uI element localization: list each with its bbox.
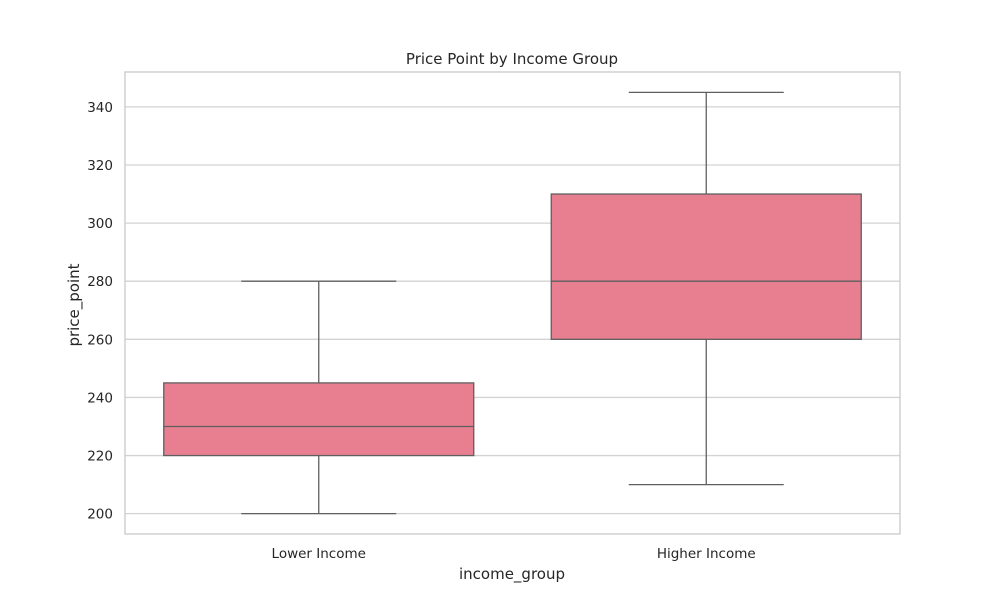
x-tick-label: Higher Income [657,546,756,562]
box-2 [550,91,862,486]
y-tick-label: 260 [87,332,113,348]
x-tick-label: Lower Income [272,546,366,562]
box-layer [163,91,862,515]
y-tick-label: 320 [87,158,113,174]
iqr-box [163,382,475,457]
y-tick-label: 300 [87,216,113,232]
y-tick-labels: 200 220 240 260 280 300 320 340 [87,100,113,523]
y-tick-label: 240 [87,390,113,406]
box-1 [163,280,475,515]
y-tick-label: 220 [87,449,113,465]
iqr-box [550,193,862,340]
x-axis-label: income_group [459,565,565,584]
y-tick-label: 340 [87,100,113,116]
y-tick-label: 280 [87,274,113,290]
x-tick-labels: Lower Income Higher Income [272,546,756,562]
y-tick-label: 200 [87,507,113,523]
plot-frame [124,71,901,535]
y-axis-label: price_point [65,263,84,346]
chart-title: Price Point by Income Group [406,50,618,68]
